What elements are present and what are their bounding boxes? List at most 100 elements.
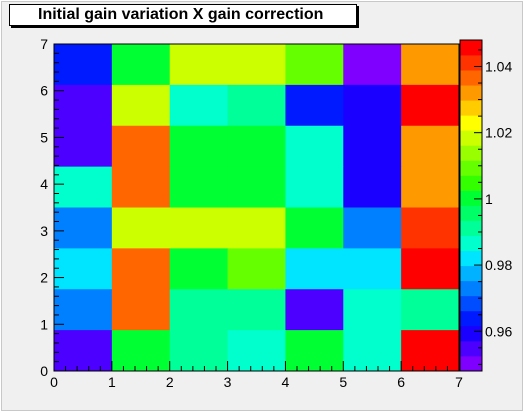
- heatmap-cell: [169, 207, 229, 249]
- colorbar-segment: [460, 310, 482, 327]
- colorbar-segment: [460, 55, 482, 71]
- heatmap-cell: [401, 248, 460, 290]
- colorbar-segment: [460, 130, 482, 146]
- heatmap-cell: [111, 166, 171, 208]
- heatmap-cell: [111, 84, 171, 127]
- heatmap-cell: [169, 289, 229, 331]
- heatmap-cell: [285, 248, 344, 290]
- heatmap-cell: [227, 207, 286, 249]
- colorbar-segment: [460, 145, 482, 161]
- heatmap-cell: [111, 289, 171, 331]
- heatmap-cell: [169, 84, 229, 127]
- colorbar-segment: [460, 325, 482, 342]
- y-tick-label: 5: [40, 129, 48, 145]
- colorbar-segment: [460, 100, 482, 116]
- heatmap-cell: [54, 125, 113, 168]
- colorbar-segment: [460, 175, 482, 191]
- heatmap-cell: [54, 166, 113, 208]
- heatmap-cell: [169, 44, 229, 86]
- y-tick-label: 1: [40, 316, 48, 332]
- heatmap-cell: [227, 248, 286, 290]
- heatmap-cell: [343, 330, 402, 372]
- x-tick-label: 4: [282, 374, 290, 390]
- colorbar-tick-label: 1: [485, 191, 493, 207]
- heatmap-cell: [227, 289, 286, 331]
- heatmap-cell: [227, 166, 286, 208]
- y-tick-label: 2: [40, 270, 48, 286]
- heatmap-cell: [227, 330, 286, 372]
- heatmap-cell: [343, 289, 402, 331]
- heatmap-cell: [227, 84, 286, 127]
- heatmap-cell: [343, 207, 402, 249]
- colorbar-segment: [460, 355, 482, 372]
- chart-title: Initial gain variation X gain correction: [38, 6, 324, 23]
- heatmap-cell: [54, 84, 113, 127]
- heatmap-cell: [54, 207, 113, 249]
- colorbar-segment: [460, 70, 482, 86]
- heatmap-cell: [285, 166, 344, 208]
- colorbar-segment: [460, 190, 482, 206]
- y-tick-label: 7: [40, 36, 48, 52]
- heatmap-cell: [54, 248, 113, 290]
- y-tick-label: 4: [40, 176, 48, 192]
- colorbar-segment: [460, 280, 482, 297]
- y-tick-label: 3: [40, 223, 48, 239]
- colorbar-tick-label: 0.96: [485, 323, 512, 339]
- colorbar-tick-label: 1.02: [485, 125, 512, 141]
- heatmap-cell: [401, 289, 460, 331]
- colorbar-segment: [460, 205, 482, 221]
- heatmap-cell: [285, 44, 344, 86]
- heatmap-cell: [401, 166, 460, 208]
- heatmap-cell: [169, 125, 229, 168]
- colorbar-segment: [460, 85, 482, 101]
- colorbar-segment: [460, 160, 482, 176]
- plot-frame: [53, 43, 460, 372]
- heatmap-cell: [285, 84, 344, 127]
- heatmap-cell: [54, 330, 113, 372]
- x-tick-label: 0: [50, 374, 58, 390]
- colorbar-segment: [460, 340, 482, 357]
- heatmap-cell: [54, 44, 113, 86]
- x-tick-label: 3: [224, 374, 232, 390]
- colorbar-segment: [460, 295, 482, 312]
- colorbar-tick-label: 0.98: [485, 257, 512, 273]
- heatmap-cell: [169, 248, 229, 290]
- x-tick-label: 2: [166, 374, 174, 390]
- heatmap-cell: [111, 330, 171, 372]
- x-tick-label: 5: [339, 374, 347, 390]
- y-tick-label: 6: [40, 83, 48, 99]
- chart-title-box: Initial gain variation X gain correction: [9, 4, 357, 26]
- heatmap-cell: [227, 125, 286, 168]
- x-tick-label: 7: [455, 374, 463, 390]
- heatmap-cell: [54, 289, 113, 331]
- heatmap-cell: [401, 84, 460, 127]
- heatmap-cell: [111, 125, 171, 168]
- y-tick-label: 0: [40, 363, 48, 379]
- heatmap-cell: [343, 166, 402, 208]
- heatmap-cell: [169, 330, 229, 372]
- heatmap-cell: [169, 166, 229, 208]
- x-tick-label: 6: [397, 374, 405, 390]
- heatmap-cell: [343, 125, 402, 168]
- colorbar-segment: [460, 40, 482, 56]
- colorbar-segment: [460, 235, 482, 252]
- heatmap-cell: [401, 207, 460, 249]
- heatmap-cell: [285, 125, 344, 168]
- x-tick-label: 1: [108, 374, 116, 390]
- heatmap-cell: [401, 125, 460, 168]
- heatmap-cell: [343, 44, 402, 86]
- heatmap-cell: [401, 44, 460, 86]
- colorbar-segment: [460, 250, 482, 267]
- heatmap-cell: [343, 248, 402, 290]
- heatmap-cell: [401, 330, 460, 372]
- heatmap-cell: [285, 330, 344, 372]
- heatmap-cell: [227, 44, 286, 86]
- colorbar-segment: [460, 265, 482, 282]
- colorbar-tick-label: 1.04: [485, 58, 512, 74]
- colorbar-segment: [460, 115, 482, 131]
- colorbar-segment: [460, 220, 482, 236]
- heatmap-cell: [285, 289, 344, 331]
- heatmap-cell: [111, 248, 171, 290]
